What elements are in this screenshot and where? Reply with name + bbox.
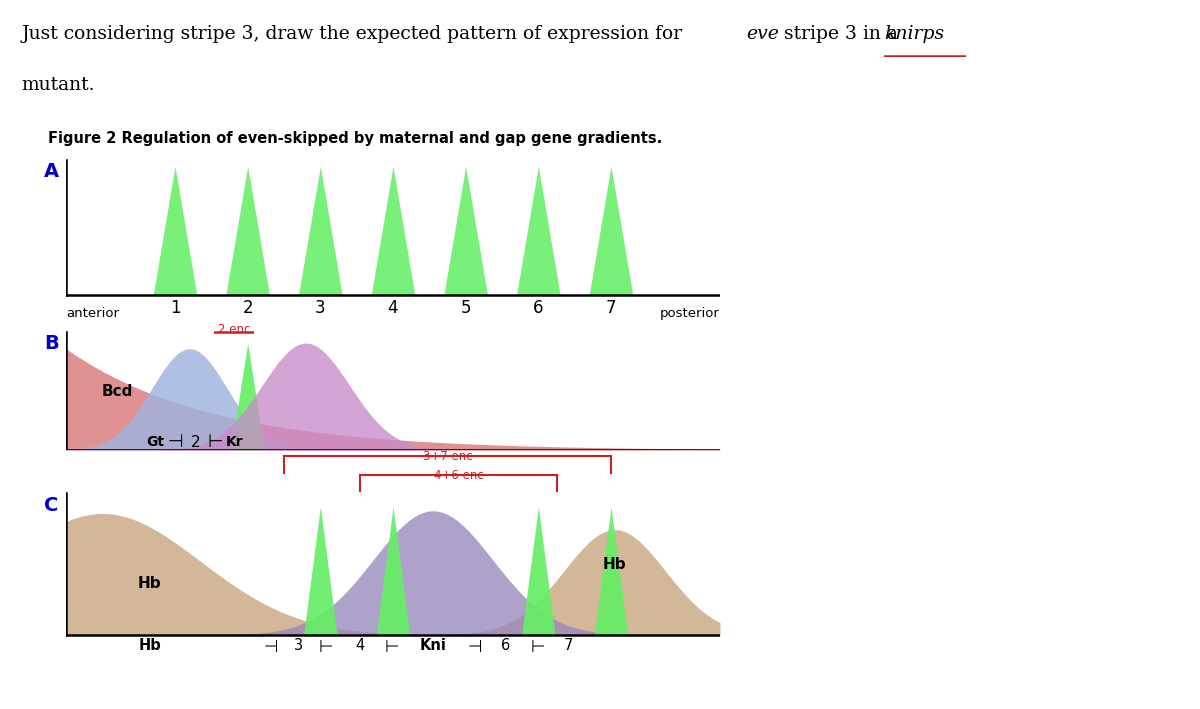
Text: 4: 4 <box>355 638 365 653</box>
Text: Hb: Hb <box>602 557 626 572</box>
Text: 3+7 enc: 3+7 enc <box>422 450 473 463</box>
Text: Figure 2 Regulation of even-skipped by maternal and gap gene gradients.: Figure 2 Regulation of even-skipped by m… <box>48 131 662 146</box>
Text: 4: 4 <box>388 299 398 318</box>
Text: 7: 7 <box>606 299 617 318</box>
Text: 6: 6 <box>533 299 544 318</box>
Text: ⊣: ⊣ <box>467 638 481 657</box>
Text: eve: eve <box>746 25 779 43</box>
Text: 4+6 enc: 4+6 enc <box>433 469 484 482</box>
Text: ⊣: ⊣ <box>167 433 182 452</box>
Text: Kni: Kni <box>420 638 446 653</box>
Text: ⊢: ⊢ <box>532 638 546 657</box>
Text: mutant.: mutant. <box>22 76 95 94</box>
Text: Hb: Hb <box>138 638 161 653</box>
Text: Hb: Hb <box>138 576 161 591</box>
Text: stripe 3 in a: stripe 3 in a <box>778 25 904 43</box>
Text: Bcd: Bcd <box>101 384 132 399</box>
Text: 6: 6 <box>502 638 510 653</box>
Text: C: C <box>44 496 59 515</box>
Text: Kr: Kr <box>226 435 244 450</box>
Text: 2: 2 <box>191 435 200 450</box>
Text: knirps: knirps <box>884 25 944 43</box>
Text: 3: 3 <box>294 638 304 653</box>
Text: ⊢: ⊢ <box>384 638 398 657</box>
Text: B: B <box>44 334 59 353</box>
Text: ⊣: ⊣ <box>264 638 278 657</box>
Text: 3: 3 <box>316 299 325 318</box>
Text: A: A <box>44 162 59 182</box>
Text: 5: 5 <box>461 299 470 318</box>
Text: 1: 1 <box>169 299 180 318</box>
Text: 2 enc: 2 enc <box>218 323 250 335</box>
Text: 2: 2 <box>242 299 253 318</box>
Text: Just considering stripe 3, draw the expected pattern of expression for: Just considering stripe 3, draw the expe… <box>22 25 689 43</box>
Text: posterior: posterior <box>660 307 720 320</box>
Text: Gt: Gt <box>146 435 164 450</box>
Text: ⊢: ⊢ <box>208 433 223 452</box>
Text: ⊢: ⊢ <box>319 638 334 657</box>
Text: anterior: anterior <box>66 307 119 320</box>
Text: 7: 7 <box>564 638 574 653</box>
